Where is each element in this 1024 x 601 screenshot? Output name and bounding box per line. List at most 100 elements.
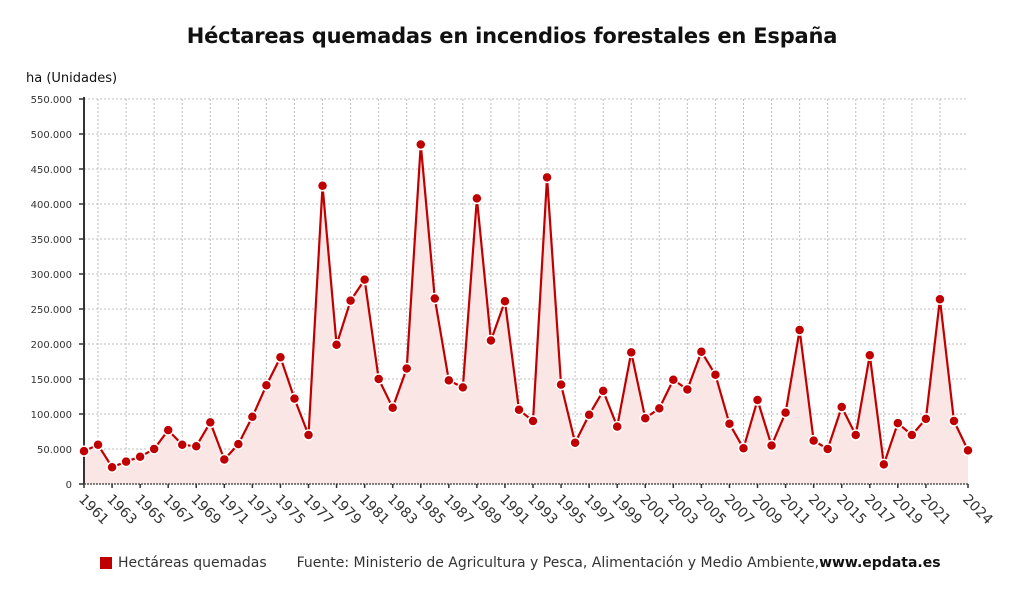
x-tick-label: 2001 [636, 492, 673, 529]
data-point [906, 429, 918, 441]
data-point [948, 415, 960, 427]
data-point [695, 345, 708, 358]
axes [79, 97, 969, 488]
data-point [386, 401, 399, 414]
x-tick-label: 2003 [665, 492, 702, 529]
data-point [639, 412, 652, 424]
y-tick-label: 300.000 [31, 270, 72, 281]
data-point [471, 192, 483, 205]
data-point [330, 338, 343, 351]
x-tick-label: 1991 [496, 492, 533, 529]
x-tick-label: 1967 [159, 492, 196, 529]
data-point [962, 444, 974, 457]
data-point [793, 324, 806, 336]
data-point [541, 171, 553, 184]
y-tick-label: 50.000 [37, 445, 72, 456]
data-point [443, 374, 455, 387]
y-tick-label: 250.000 [31, 305, 72, 316]
x-tick-label: 1987 [440, 492, 477, 529]
data-point [513, 404, 525, 416]
x-tick-label: 1969 [187, 492, 224, 529]
data-point [176, 439, 188, 451]
y-tick-label: 500.000 [31, 130, 72, 141]
data-point [218, 453, 231, 466]
data-point [134, 450, 146, 463]
data-point [499, 295, 511, 308]
x-tick-label: 1985 [412, 492, 449, 529]
x-tick-label: 2005 [693, 492, 730, 529]
data-point [316, 180, 329, 192]
x-tick-label: 1993 [524, 492, 561, 529]
data-point [709, 369, 722, 381]
data-point [400, 362, 413, 375]
data-point [737, 442, 750, 455]
series-line [83, 143, 969, 469]
series-area-fill [84, 144, 968, 484]
data-point [527, 415, 539, 427]
data-point [372, 373, 385, 385]
legend-swatch [100, 557, 112, 569]
data-point [920, 413, 932, 425]
x-tick-label: 1995 [552, 492, 589, 529]
data-point [429, 292, 441, 305]
data-point [204, 416, 217, 429]
data-points [78, 138, 974, 473]
data-point [415, 138, 427, 151]
x-tick-label: 2017 [861, 492, 898, 529]
data-point [849, 429, 862, 441]
data-point [835, 401, 848, 413]
y-tick-label: 350.000 [31, 235, 72, 246]
x-tick-label: 1975 [272, 492, 309, 529]
x-tick-label: 2007 [721, 492, 758, 529]
data-point [232, 438, 245, 450]
data-point [667, 373, 680, 386]
y-axis-label: ha (Unidades) [26, 71, 118, 86]
x-tick-label: 1965 [131, 492, 168, 529]
source-text: Fuente: Ministerio de Agricultura y Pesc… [296, 555, 820, 571]
y-tick-label: 450.000 [31, 165, 72, 176]
data-point [190, 440, 203, 452]
x-tick-label: 1989 [468, 492, 505, 529]
data-point [807, 434, 820, 447]
data-point [765, 439, 778, 452]
x-tick-label: 1983 [384, 492, 421, 529]
data-point [892, 417, 904, 429]
y-tick-label: 200.000 [31, 340, 72, 351]
x-tick-label: 2011 [777, 492, 814, 529]
data-point [597, 385, 609, 397]
data-point [864, 349, 876, 361]
x-tick-label: 2021 [917, 492, 954, 529]
data-point [344, 294, 357, 307]
data-point [148, 443, 160, 455]
data-point [485, 334, 497, 347]
x-tick-label: 1981 [356, 492, 393, 529]
x-tick-label: 1961 [75, 492, 112, 529]
x-tick-label: 2013 [805, 492, 842, 529]
x-tick-label: 2024 [959, 492, 996, 529]
y-tick-label: 550.000 [31, 95, 72, 106]
source-link[interactable]: www.epdata.es [819, 555, 941, 571]
data-point [934, 293, 946, 305]
x-tick-label: 2015 [833, 492, 870, 529]
x-tick-label: 1979 [328, 492, 365, 529]
x-tick-label: 1963 [103, 492, 140, 529]
data-point [106, 461, 118, 473]
data-point [625, 346, 637, 359]
x-tick-label: 1999 [608, 492, 645, 529]
data-point [555, 378, 567, 391]
data-point [78, 445, 90, 457]
data-point [723, 418, 736, 430]
data-point [260, 379, 273, 392]
data-point [653, 402, 666, 415]
legend-series-label: Hectáreas quemadas [118, 555, 267, 571]
x-tick-label: 1973 [244, 492, 281, 529]
x-tick-label: 1971 [215, 492, 252, 529]
x-tick-labels: 1961196319651967196919711973197519771979… [75, 492, 996, 529]
data-point [569, 436, 581, 449]
y-tick-label: 100.000 [31, 410, 72, 421]
data-point [457, 381, 469, 394]
data-point [611, 420, 623, 433]
chart-title: Héctareas quemadas en incendios forestal… [186, 24, 838, 48]
legend: Hectáreas quemadas Fuente: Ministerio de… [100, 555, 941, 571]
